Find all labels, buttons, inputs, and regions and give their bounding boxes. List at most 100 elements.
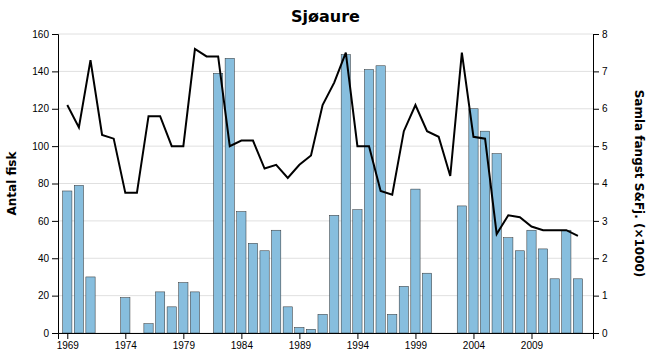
- axis-line: [52, 35, 59, 334]
- tick-label: 1979: [173, 340, 196, 351]
- grid: [58, 34, 593, 333]
- tick-mark: [593, 71, 599, 72]
- tick-mark: [52, 184, 58, 185]
- tick-mark: [593, 333, 599, 334]
- bar: [202, 333, 211, 334]
- tick: 0: [593, 328, 608, 339]
- tick: 4: [593, 178, 608, 189]
- bar: [538, 249, 547, 333]
- tick: 8: [593, 29, 608, 40]
- tick-label: 60: [38, 216, 50, 227]
- bar: [364, 70, 373, 333]
- tick-mark: [593, 184, 599, 185]
- tick-label: 1: [602, 290, 608, 301]
- tick: 1: [593, 290, 608, 301]
- tick-label: 1969: [57, 340, 80, 351]
- tick-mark: [125, 333, 126, 339]
- tick-mark: [52, 296, 58, 297]
- grid-line: [58, 34, 593, 35]
- bar: [190, 292, 199, 333]
- bar: [132, 333, 141, 334]
- bar: [550, 279, 559, 333]
- tick-label: 0: [43, 328, 49, 339]
- tick-label: 160: [32, 29, 49, 40]
- tick-mark: [357, 333, 358, 339]
- bars: [63, 55, 583, 333]
- y2-axis-label: Samla fangst S&Fj. (×1000): [632, 90, 646, 278]
- tick-label: 5: [602, 141, 608, 152]
- tick-label: 100: [32, 141, 49, 152]
- bar: [492, 154, 501, 333]
- tick: 160: [32, 29, 58, 40]
- bar: [74, 185, 83, 333]
- bar: [179, 283, 188, 333]
- tick-mark: [52, 34, 58, 35]
- tick-label: 80: [38, 178, 50, 189]
- bar: [86, 277, 95, 333]
- bar: [248, 243, 257, 333]
- grid-line: [58, 108, 593, 109]
- bar: [376, 66, 385, 333]
- bar: [237, 212, 246, 333]
- bar: [306, 329, 315, 333]
- bar: [260, 251, 269, 333]
- bar: [109, 333, 118, 334]
- tick-label: 2: [602, 253, 608, 264]
- tick-mark: [52, 333, 58, 334]
- tick: 2009: [521, 333, 544, 351]
- tick: 120: [32, 103, 58, 114]
- bar: [167, 307, 176, 333]
- tick: 1989: [289, 333, 312, 351]
- bar: [144, 324, 153, 333]
- tick: 0: [43, 328, 58, 339]
- tick-mark: [415, 333, 416, 339]
- plot-area: 1969197419791984198919941999200420090204…: [32, 29, 608, 351]
- tick: 140: [32, 66, 58, 77]
- tick-label: 2004: [463, 340, 486, 351]
- grid-line: [58, 71, 593, 72]
- line: [67, 49, 578, 236]
- bar: [504, 238, 513, 333]
- tick: 20: [38, 290, 58, 301]
- tick: 1999: [405, 333, 428, 351]
- y2-axis: 012345678: [593, 29, 608, 339]
- bar: [399, 286, 408, 333]
- tick: 7: [593, 66, 608, 77]
- tick-label: 4: [602, 178, 608, 189]
- tick-mark: [593, 109, 599, 110]
- tick: 6: [593, 103, 608, 114]
- tick-label: 8: [602, 29, 608, 40]
- bar: [573, 279, 582, 333]
- tick-mark: [67, 333, 68, 339]
- tick-mark: [593, 221, 599, 222]
- bar: [515, 251, 524, 333]
- marks: [63, 49, 583, 333]
- x-axis: 1969 1974 1979 1984 1989 1994 1999 2004 2009: [57, 333, 594, 351]
- bar: [63, 191, 72, 333]
- bar: [295, 327, 304, 333]
- tick: 1974: [115, 333, 138, 351]
- bar: [283, 307, 292, 333]
- bar: [411, 189, 420, 333]
- tick-mark: [299, 333, 300, 339]
- bar: [341, 55, 350, 333]
- tick-mark: [593, 258, 599, 259]
- bar: [353, 210, 362, 333]
- bar: [272, 230, 281, 333]
- tick: 1969: [57, 333, 80, 351]
- bar: [446, 333, 455, 334]
- grid-line: [58, 146, 593, 147]
- grid-line: [58, 220, 593, 221]
- tick: 1984: [231, 333, 254, 351]
- tick-label: 1974: [115, 340, 138, 351]
- bar: [155, 292, 164, 333]
- y-axis-label: Antal fisk: [5, 151, 19, 216]
- tick-mark: [473, 333, 474, 339]
- bar: [388, 314, 397, 333]
- axis-line: [59, 334, 594, 340]
- tick: 2004: [463, 333, 486, 351]
- bar: [422, 273, 431, 333]
- tick-mark: [531, 333, 532, 339]
- tick: 1994: [347, 333, 370, 351]
- bar: [469, 109, 478, 333]
